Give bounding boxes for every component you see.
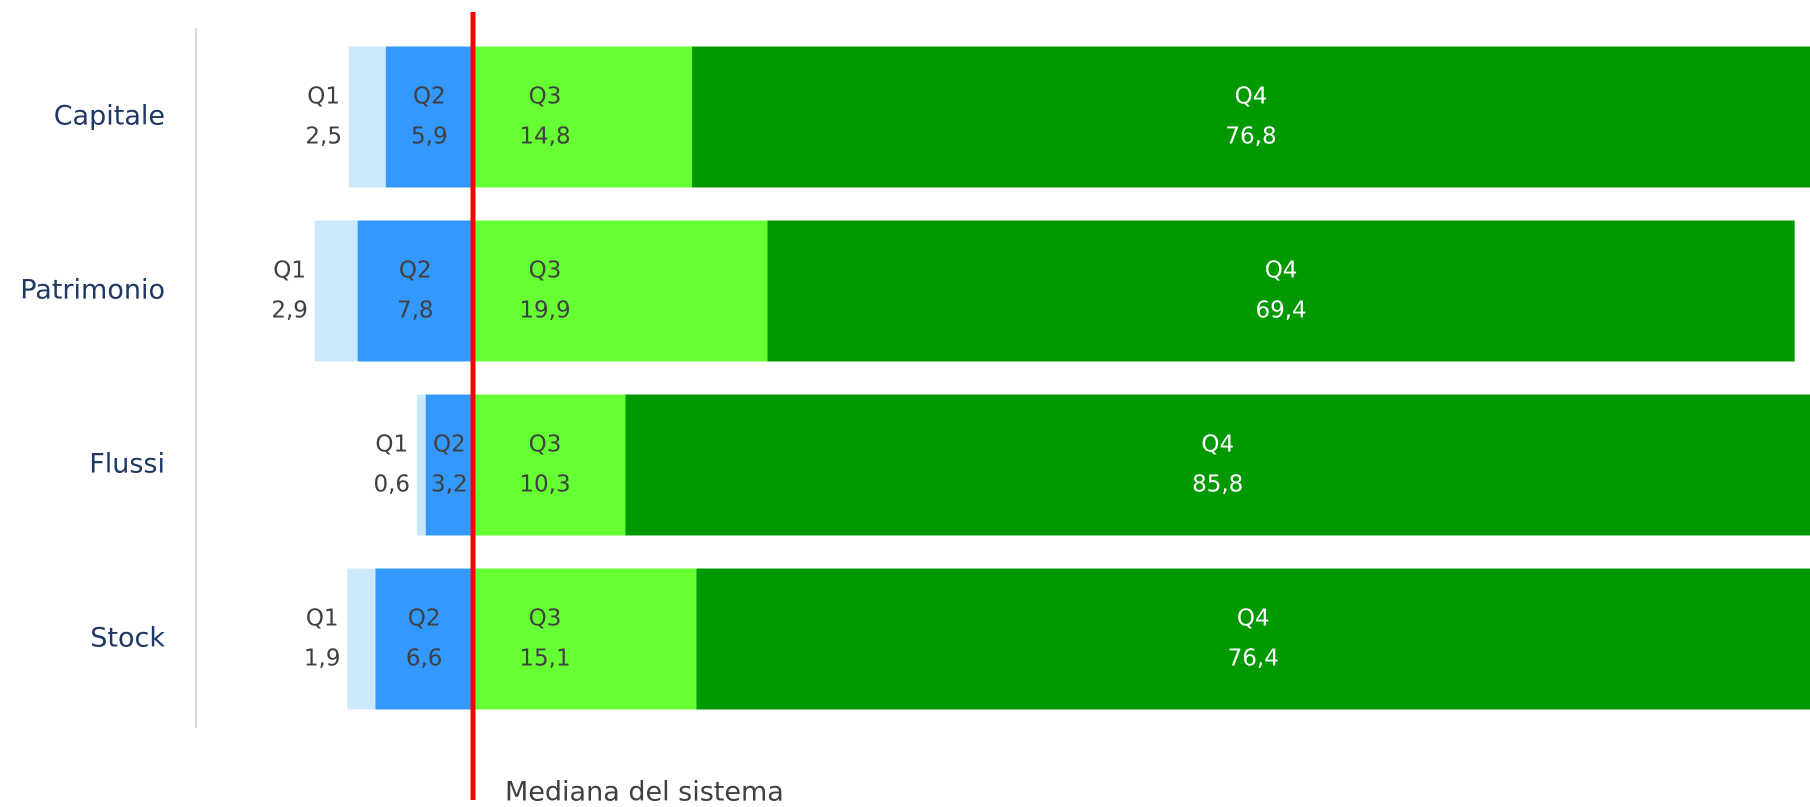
segment-name: Q4 bbox=[1201, 432, 1234, 458]
bar-segment bbox=[473, 394, 626, 536]
segment-name: Q4 bbox=[1235, 84, 1268, 110]
value-label: 15,1 bbox=[519, 646, 570, 672]
bar-segment bbox=[348, 46, 386, 188]
segment-name: Q3 bbox=[529, 84, 562, 110]
value-label: 1,9 bbox=[304, 646, 341, 672]
bar-segment bbox=[425, 394, 473, 536]
value-label: 7,8 bbox=[397, 298, 434, 324]
bar-segment bbox=[347, 568, 376, 710]
segment-name: Q2 bbox=[433, 432, 466, 458]
value-label: 14,8 bbox=[519, 124, 570, 150]
bar-segment bbox=[473, 220, 768, 362]
value-label: 6,6 bbox=[406, 646, 443, 672]
value-label: 3,2 bbox=[431, 472, 468, 498]
value-label: 76,4 bbox=[1228, 646, 1279, 672]
segment-name: Q3 bbox=[529, 432, 562, 458]
segment-name: Q1 bbox=[307, 84, 340, 110]
bar-segment bbox=[767, 220, 1795, 362]
value-label: 0,6 bbox=[373, 472, 410, 498]
bar-segment bbox=[357, 220, 473, 362]
value-label: 10,3 bbox=[519, 472, 570, 498]
annotation: Mediana del sistema bbox=[505, 777, 784, 807]
segment-name: Q2 bbox=[413, 84, 446, 110]
segment-name: Q1 bbox=[273, 258, 306, 284]
value-label: 85,8 bbox=[1192, 472, 1243, 498]
bar-segment bbox=[473, 46, 693, 188]
value-label: 2,5 bbox=[305, 124, 342, 150]
category-label: Stock bbox=[90, 623, 165, 654]
bar-segment bbox=[314, 220, 358, 362]
value-label: 69,4 bbox=[1255, 298, 1306, 324]
segment-name: Q3 bbox=[529, 606, 562, 632]
bar-segment bbox=[385, 46, 473, 188]
value-label: 19,9 bbox=[519, 298, 570, 324]
bar-segment bbox=[473, 568, 697, 710]
bar-segment bbox=[625, 394, 1810, 536]
segment-name: Q1 bbox=[375, 432, 408, 458]
bar-segment bbox=[375, 568, 473, 710]
category-label: Patrimonio bbox=[20, 275, 165, 306]
median-line bbox=[470, 12, 476, 800]
bars bbox=[314, 46, 1810, 710]
segment-name: Q4 bbox=[1265, 258, 1298, 284]
category-label: Flussi bbox=[89, 449, 165, 480]
bar-segment bbox=[692, 46, 1810, 188]
bar-segment bbox=[416, 394, 426, 536]
value-label: 5,9 bbox=[411, 124, 448, 150]
category-label: Capitale bbox=[54, 101, 165, 132]
segment-name: Q2 bbox=[408, 606, 441, 632]
segment-name: Q1 bbox=[306, 606, 339, 632]
bar-segment bbox=[696, 568, 1810, 710]
segment-name: Q4 bbox=[1237, 606, 1270, 632]
value-label: 2,9 bbox=[271, 298, 308, 324]
segment-name: Q3 bbox=[529, 258, 562, 284]
segment-name: Q2 bbox=[399, 258, 432, 284]
value-label: 76,8 bbox=[1225, 124, 1276, 150]
